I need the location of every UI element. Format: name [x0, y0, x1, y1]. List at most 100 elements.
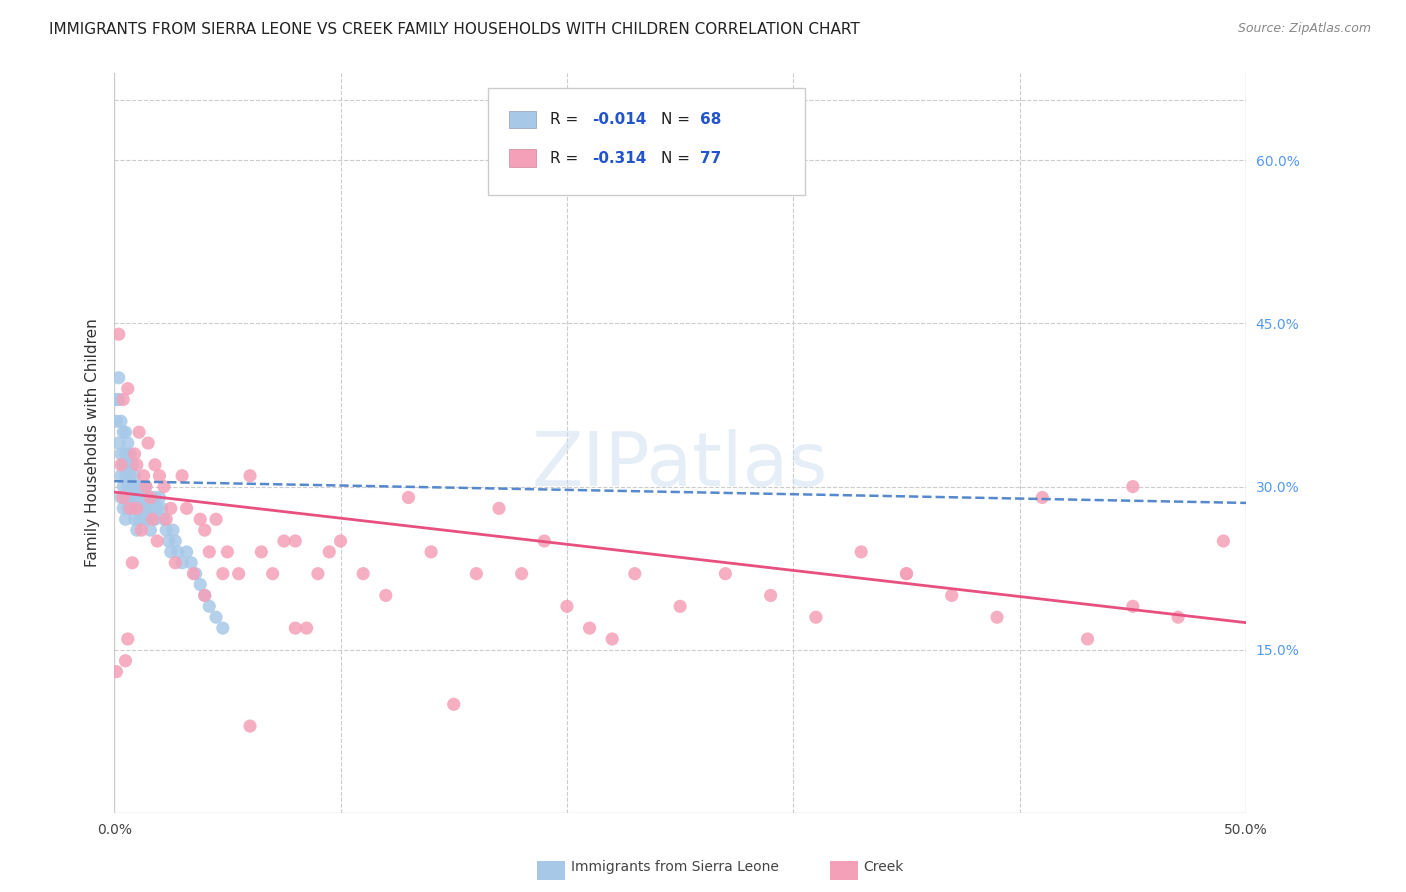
Point	[188, 512, 211, 526]
Point	[159, 545, 181, 559]
Point	[250, 545, 273, 559]
Point	[125, 501, 148, 516]
Point	[239, 468, 262, 483]
Point	[1122, 480, 1144, 494]
Point	[118, 501, 141, 516]
Point	[165, 534, 187, 549]
Point	[488, 501, 510, 516]
Point	[143, 512, 166, 526]
Point	[307, 566, 329, 581]
Point	[714, 566, 737, 581]
Point	[114, 468, 136, 483]
Point	[112, 491, 135, 505]
Point	[105, 392, 128, 407]
Point	[162, 523, 184, 537]
Point	[117, 480, 139, 494]
Point	[105, 665, 128, 679]
Point	[262, 566, 284, 581]
Point	[146, 501, 169, 516]
Point	[398, 491, 420, 505]
Point	[117, 382, 139, 396]
Text: -0.314: -0.314	[592, 151, 647, 166]
Point	[142, 512, 165, 526]
Point	[172, 468, 194, 483]
Point	[555, 599, 578, 614]
Point	[986, 610, 1008, 624]
Point	[128, 512, 150, 526]
Point	[135, 480, 157, 494]
Point	[165, 556, 187, 570]
Point	[150, 501, 173, 516]
Point	[153, 480, 176, 494]
Point	[172, 556, 194, 570]
Point	[110, 414, 132, 428]
Point	[155, 512, 177, 526]
Point	[110, 491, 132, 505]
Point	[159, 501, 181, 516]
Point	[135, 501, 157, 516]
Point	[131, 523, 153, 537]
Text: N =: N =	[661, 151, 695, 166]
Point	[352, 566, 374, 581]
Text: ZIPatlas: ZIPatlas	[531, 429, 828, 502]
Point	[329, 534, 352, 549]
Point	[117, 436, 139, 450]
Point	[1031, 491, 1053, 505]
Text: 68: 68	[700, 112, 721, 127]
Point	[239, 719, 262, 733]
Text: R =: R =	[550, 112, 583, 127]
Point	[194, 523, 217, 537]
Point	[284, 621, 307, 635]
Point	[125, 458, 148, 472]
Point	[107, 436, 129, 450]
Point	[148, 468, 170, 483]
Point	[465, 566, 488, 581]
Point	[143, 491, 166, 505]
Point	[128, 491, 150, 505]
Point	[139, 523, 162, 537]
Text: Immigrants from Sierra Leone: Immigrants from Sierra Leone	[571, 860, 779, 874]
FancyBboxPatch shape	[509, 111, 536, 128]
Point	[941, 589, 963, 603]
Point	[124, 468, 146, 483]
Point	[198, 599, 221, 614]
Point	[139, 501, 162, 516]
Point	[183, 566, 205, 581]
Point	[142, 501, 165, 516]
Point	[121, 501, 143, 516]
Point	[205, 512, 228, 526]
Point	[198, 545, 221, 559]
Point	[184, 566, 207, 581]
Point	[118, 491, 141, 505]
Point	[273, 534, 295, 549]
Point	[155, 523, 177, 537]
FancyBboxPatch shape	[488, 87, 804, 195]
Point	[217, 545, 239, 559]
Point	[157, 534, 180, 549]
Point	[146, 534, 169, 549]
Point	[117, 632, 139, 646]
Point	[117, 458, 139, 472]
Point	[131, 480, 153, 494]
Point	[176, 501, 198, 516]
Point	[669, 599, 692, 614]
Y-axis label: Family Households with Children: Family Households with Children	[86, 318, 100, 567]
Point	[318, 545, 340, 559]
Point	[1122, 599, 1144, 614]
Text: IMMIGRANTS FROM SIERRA LEONE VS CREEK FAMILY HOUSEHOLDS WITH CHILDREN CORRELATIO: IMMIGRANTS FROM SIERRA LEONE VS CREEK FA…	[49, 22, 860, 37]
Point	[624, 566, 647, 581]
Point	[578, 621, 600, 635]
Point	[124, 491, 146, 505]
Point	[114, 654, 136, 668]
Point	[114, 491, 136, 505]
Point	[176, 545, 198, 559]
Point	[295, 621, 318, 635]
Point	[114, 425, 136, 440]
Point	[194, 589, 217, 603]
Point	[804, 610, 827, 624]
Point	[851, 545, 873, 559]
Text: R =: R =	[550, 151, 583, 166]
Point	[510, 566, 533, 581]
Point	[118, 447, 141, 461]
Point	[114, 447, 136, 461]
